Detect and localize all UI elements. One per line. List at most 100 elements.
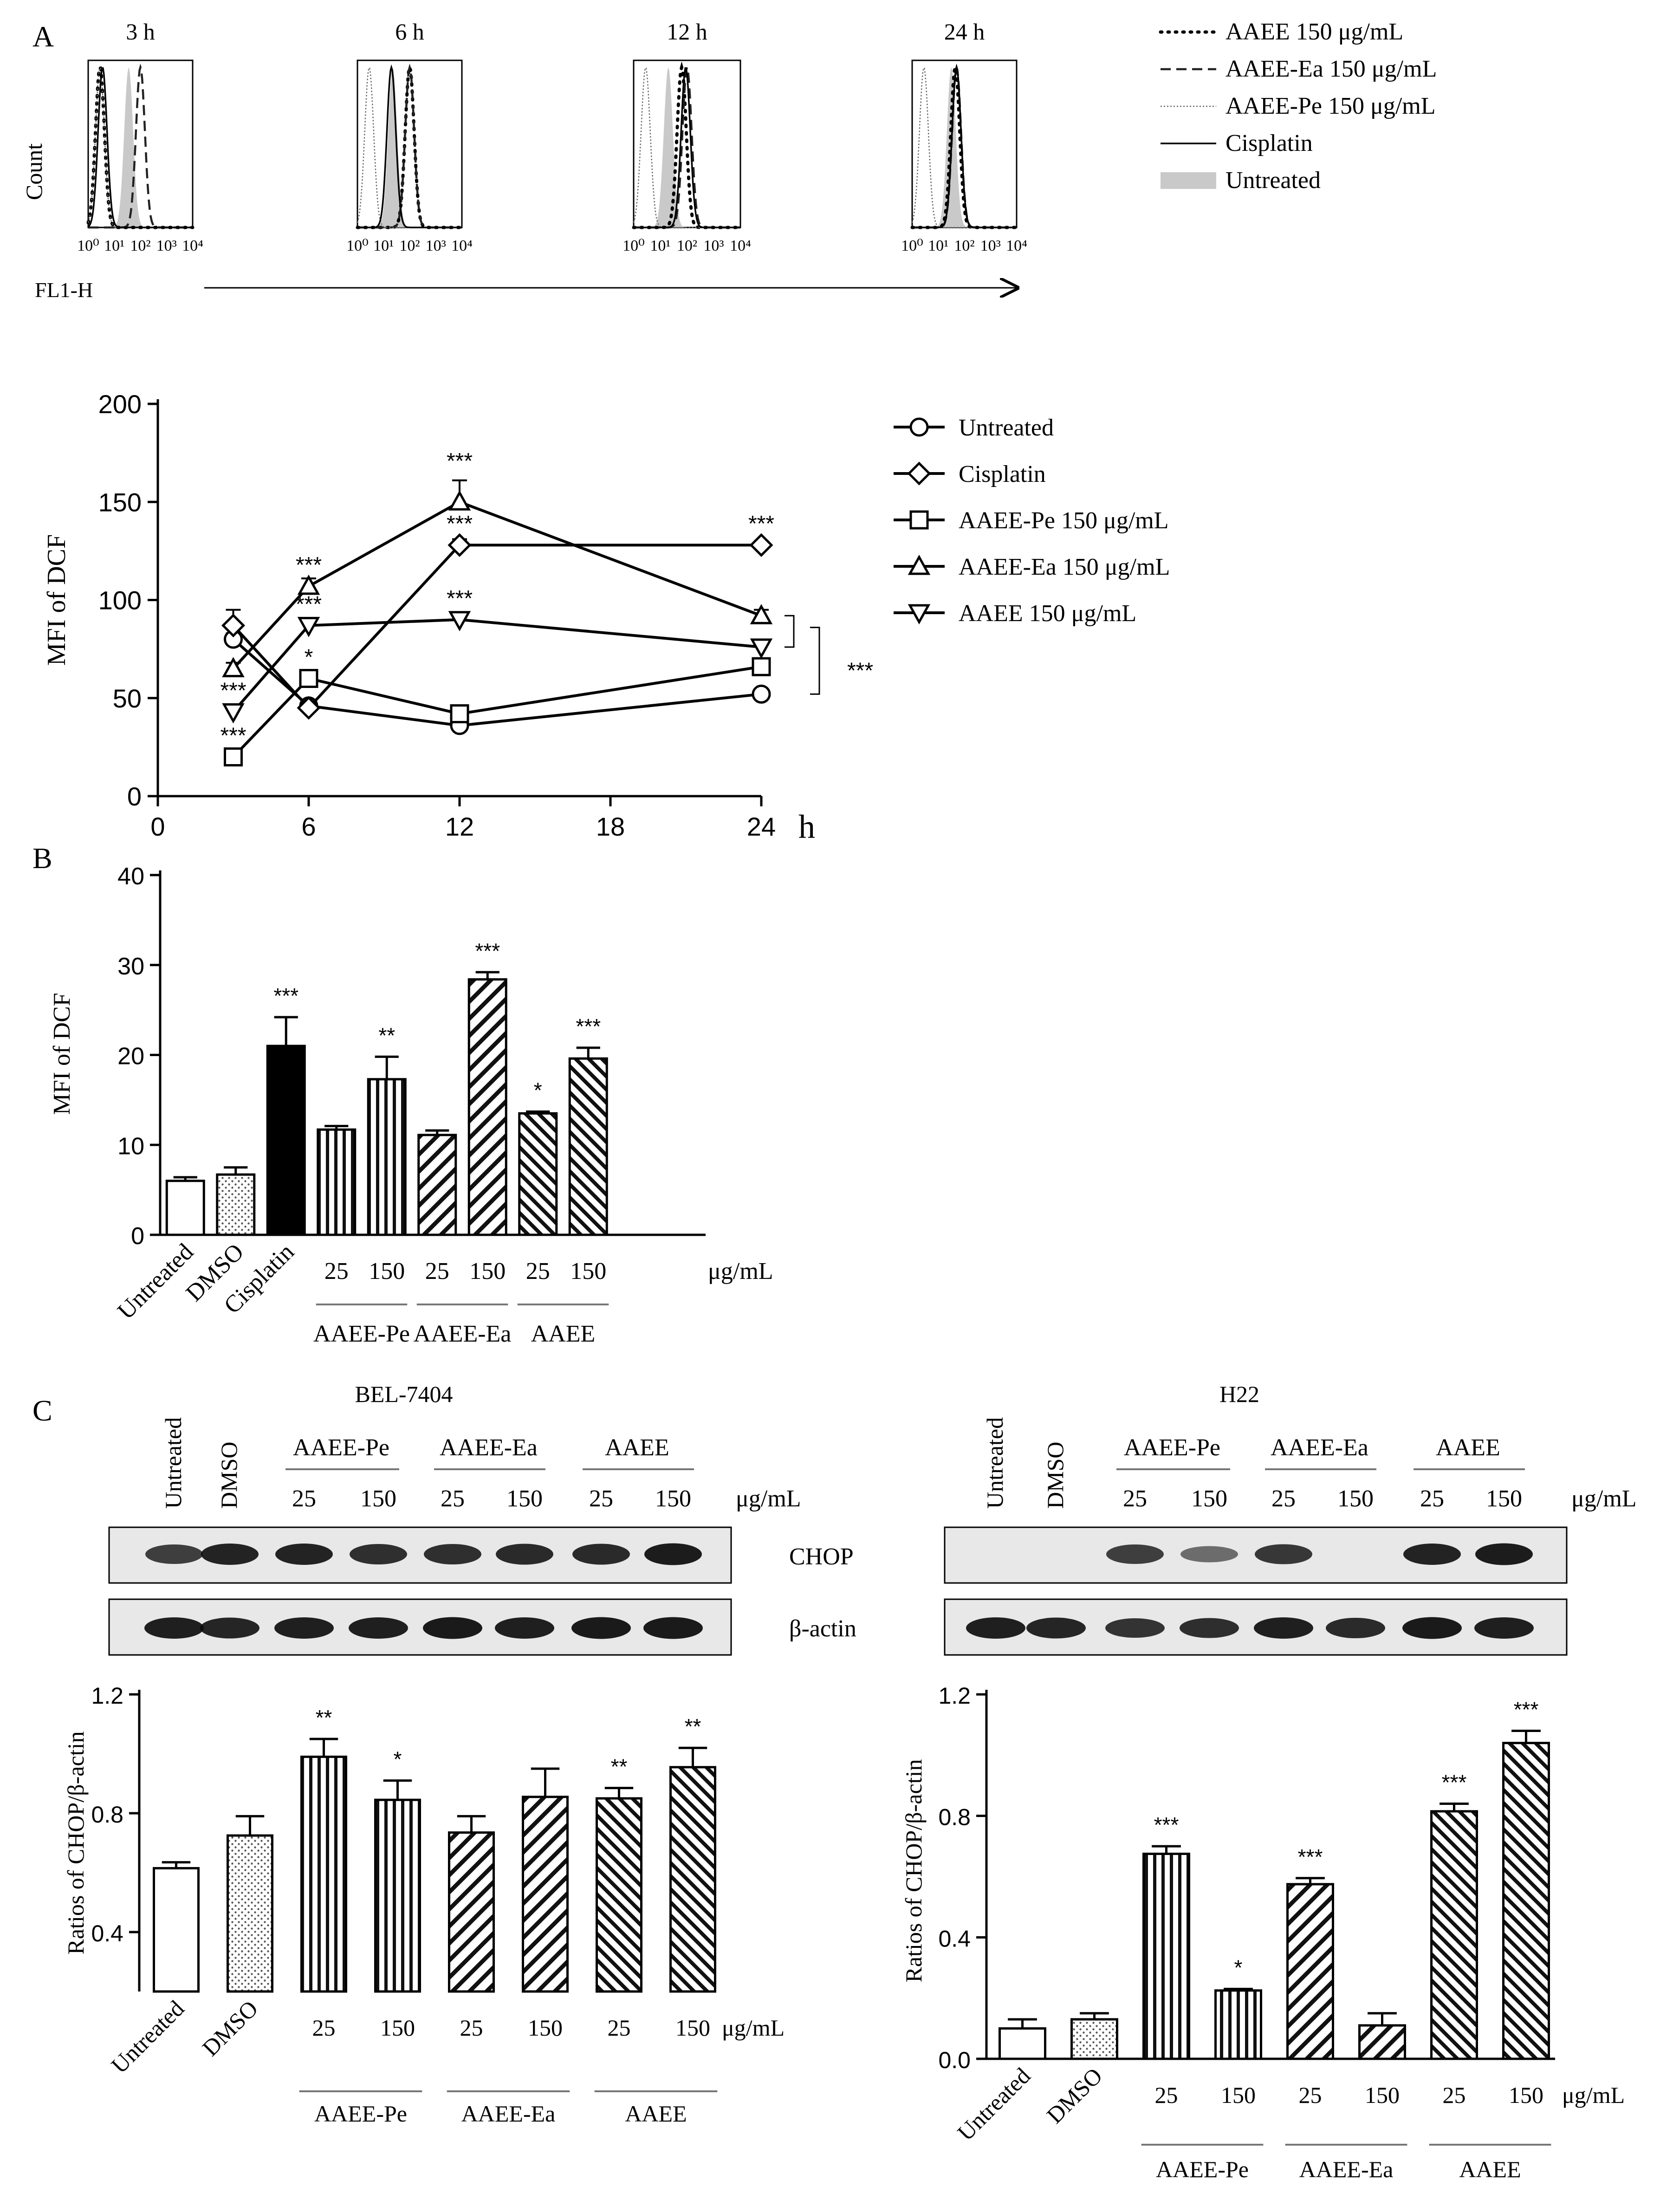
- bel-lane-group-label: AAEE-Ea: [440, 1434, 538, 1461]
- ch22-x-label: 25: [1443, 2082, 1466, 2108]
- time-data-point: [297, 696, 321, 720]
- time-x-tick-label: 12: [445, 812, 474, 841]
- hist-legend-label: AAEE-Pe 150 μg/mL: [1226, 93, 1436, 119]
- h22-lane-group-label: AAEE-Pe: [1124, 1434, 1220, 1461]
- ch22-y-tick-label: 0.4: [938, 1926, 971, 1952]
- bel-lane-dose: 150: [506, 1485, 543, 1512]
- b-x-label: 150: [570, 1258, 606, 1284]
- time-legend-item: Untreated: [894, 415, 1054, 441]
- bel-band-actin: [495, 1617, 554, 1639]
- time-y-tick-label: 200: [98, 389, 142, 419]
- b-x-label: Untreated: [112, 1239, 198, 1324]
- panel-letter-c: C: [32, 1394, 52, 1427]
- b-group-label: AAEE-Ea: [414, 1321, 512, 1347]
- cbel-x-label: Untreated: [106, 1995, 189, 2078]
- ch22-bar: [1430, 1810, 1478, 2060]
- hist-x-tick-label: 10¹: [650, 237, 670, 254]
- hist-x-tick-label: 10²: [954, 237, 974, 254]
- ch22-y-label: Ratios of CHOP/β-actin: [901, 1759, 927, 1983]
- time-data-point: [750, 638, 773, 659]
- cbel-significance: **: [611, 1755, 628, 1779]
- time-data-point: [448, 490, 471, 511]
- b-x-label: 150: [369, 1258, 405, 1284]
- ch22-y-tick-label: 1.2: [938, 1683, 971, 1709]
- time-legend-item: AAEE-Ea 150 μg/mL: [894, 554, 1170, 580]
- cbel-x-label: 25: [312, 2015, 336, 2041]
- time-significance-label: ***: [748, 512, 774, 536]
- cbel-x-label: 150: [528, 2015, 563, 2041]
- b-unit-label: μg/mL: [708, 1258, 773, 1284]
- h22-lane-group-label: AAEE-Ea: [1271, 1434, 1368, 1461]
- hist-curve-cisplatin: [912, 64, 1017, 228]
- b-x-label: 25: [526, 1258, 550, 1284]
- hist-x-tick-label: 10¹: [928, 237, 948, 254]
- bel-lane-dose: 25: [589, 1485, 613, 1512]
- hist-x-tick-label: 10⁴: [730, 237, 751, 254]
- ch22-group-label: AAEE-Ea: [1299, 2156, 1394, 2182]
- time-legend-marker: [909, 510, 929, 530]
- ch22-bar: [1502, 1742, 1550, 2060]
- h22-lane-dose: 150: [1337, 1485, 1374, 1512]
- h22-band-actin: [1402, 1617, 1462, 1639]
- cbel-x-label: 150: [675, 2015, 710, 2041]
- cbel-group-label: AAEE-Pe: [314, 2101, 407, 2127]
- time-legend-item: AAEE-Pe 150 μg/mL: [894, 507, 1169, 534]
- bel-lane-dose: 25: [292, 1485, 316, 1512]
- hist-timepoint-label: 6 h: [395, 19, 424, 45]
- b-y-label: MFI of DCF: [49, 993, 75, 1115]
- cbel-y-tick-label: 1.2: [91, 1683, 123, 1709]
- h22-blot-title: H22: [1219, 1381, 1259, 1407]
- h22-band-chop: [1475, 1543, 1533, 1565]
- b-y-tick-label: 20: [117, 1043, 144, 1070]
- time-data-point: [222, 657, 245, 677]
- cbel-group-label: AAEE: [625, 2101, 687, 2127]
- b-bar: [266, 1044, 306, 1236]
- hist-legend-label: AAEE 150 μg/mL: [1226, 19, 1403, 45]
- hist-x-label: FL1-H: [35, 278, 93, 302]
- hist-x-tick-label: 10²: [130, 237, 150, 254]
- h22-band-actin: [1105, 1618, 1165, 1638]
- hist-y-label: Count: [21, 143, 47, 200]
- time-series-line: [232, 500, 762, 670]
- ch22-bar: [1358, 2024, 1406, 2060]
- time-series-triangle-up: [222, 479, 773, 677]
- h22-band-actin: [1326, 1618, 1385, 1638]
- ch22-bar: [1142, 1852, 1190, 2060]
- cbel-significance: **: [685, 1714, 701, 1738]
- time-legend-label: Untreated: [959, 415, 1054, 441]
- b-bar: [216, 1173, 256, 1236]
- h22-lane-unit: μg/mL: [1571, 1485, 1637, 1512]
- panel-letter-b: B: [32, 842, 52, 875]
- cbel-y-tick-label: 0.8: [91, 1802, 123, 1828]
- ch22-x-label: 150: [1365, 2082, 1400, 2108]
- time-data-point: [299, 669, 318, 688]
- time-x-tick-label: 6: [301, 812, 316, 841]
- b-y-tick-label: 30: [117, 953, 144, 980]
- h22-lane-untreated: Untreated: [982, 1417, 1008, 1509]
- ch22-x-label: Untreated: [952, 2063, 1035, 2146]
- bel-lane-group-label: AAEE-Pe: [293, 1434, 389, 1461]
- time-x-tick-label: 18: [596, 812, 625, 841]
- hist-x-tick-label: 10⁰: [623, 237, 645, 254]
- time-legend-label: AAEE-Ea 150 μg/mL: [959, 554, 1170, 580]
- b-x-label: 25: [324, 1258, 349, 1284]
- b-group-label: AAEE: [531, 1321, 596, 1347]
- b-bar: [367, 1078, 407, 1236]
- bel-band-chop: [424, 1544, 481, 1564]
- bel-band-actin: [571, 1617, 631, 1639]
- time-data-point: [448, 611, 471, 631]
- ch22-x-label: 150: [1221, 2082, 1256, 2108]
- b-bar: [165, 1180, 205, 1236]
- h22-lane-dose: 150: [1486, 1485, 1522, 1512]
- hist-frame: [633, 59, 741, 228]
- cbel-y-tick-label: 0.4: [91, 1920, 123, 1946]
- hist-x-tick-label: 10⁰: [77, 237, 99, 254]
- b-significance: ***: [576, 1014, 601, 1038]
- time-significance-label: ***: [296, 553, 322, 577]
- bel-band-chop: [496, 1544, 553, 1565]
- h22-band-actin: [1026, 1617, 1086, 1639]
- ch22-x-label: 25: [1155, 2082, 1178, 2108]
- time-significance-label: ***: [220, 724, 246, 748]
- bel-band-actin: [643, 1617, 703, 1639]
